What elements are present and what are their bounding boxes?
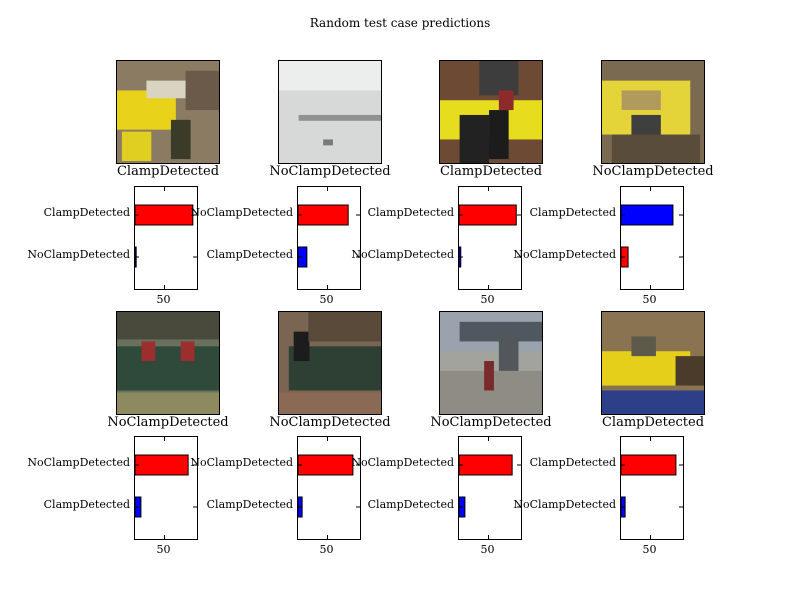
image-true-label: NoClampDetected bbox=[107, 415, 229, 430]
prediction-bar bbox=[298, 246, 308, 268]
figure-title: Random test case predictions bbox=[309, 16, 491, 30]
prediction-bar bbox=[298, 454, 354, 476]
prediction-bar bbox=[621, 454, 677, 476]
x-tick-label: 50 bbox=[480, 293, 495, 306]
probability-bar-axes bbox=[458, 186, 522, 290]
category-label: NoClampDetected bbox=[351, 456, 454, 469]
category-label: ClampDetected bbox=[206, 248, 293, 261]
category-label: ClampDetected bbox=[367, 206, 454, 219]
test-image bbox=[601, 311, 705, 415]
category-label: ClampDetected bbox=[206, 498, 293, 511]
category-label: ClampDetected bbox=[529, 206, 616, 219]
test-image bbox=[116, 311, 220, 415]
prediction-bar bbox=[135, 454, 189, 476]
test-image bbox=[439, 60, 543, 164]
category-label: ClampDetected bbox=[367, 498, 454, 511]
x-tick-label: 50 bbox=[319, 293, 334, 306]
probability-bar-axes bbox=[620, 436, 684, 540]
prediction-bar bbox=[621, 204, 674, 226]
probability-bar-axes bbox=[297, 186, 361, 290]
image-true-label: ClampDetected bbox=[116, 164, 220, 179]
category-label: NoClampDetected bbox=[351, 248, 454, 261]
image-true-label: ClampDetected bbox=[439, 164, 543, 179]
probability-bar-axes bbox=[458, 436, 522, 540]
prediction-bar bbox=[135, 204, 194, 226]
image-true-label: NoClampDetected bbox=[592, 164, 714, 179]
image-true-label: NoClampDetected bbox=[430, 415, 552, 430]
probability-bar-axes bbox=[134, 436, 198, 540]
category-label: NoClampDetected bbox=[27, 456, 130, 469]
category-label: NoClampDetected bbox=[513, 248, 616, 261]
x-tick-label: 50 bbox=[156, 293, 171, 306]
probability-bar-axes bbox=[134, 186, 198, 290]
x-tick-label: 50 bbox=[480, 543, 495, 556]
image-true-label: NoClampDetected bbox=[269, 415, 391, 430]
test-image bbox=[116, 60, 220, 164]
x-tick-label: 50 bbox=[156, 543, 171, 556]
prediction-bar bbox=[298, 204, 349, 226]
test-image bbox=[601, 60, 705, 164]
category-label: NoClampDetected bbox=[190, 456, 293, 469]
test-image bbox=[278, 60, 382, 164]
probability-bar-axes bbox=[297, 436, 361, 540]
image-true-label: ClampDetected bbox=[601, 415, 705, 430]
probability-bar-axes bbox=[620, 186, 684, 290]
category-label: NoClampDetected bbox=[190, 206, 293, 219]
category-label: ClampDetected bbox=[43, 498, 130, 511]
category-label: ClampDetected bbox=[529, 456, 616, 469]
prediction-bar bbox=[459, 454, 513, 476]
category-label: NoClampDetected bbox=[27, 248, 130, 261]
x-tick-label: 50 bbox=[642, 543, 657, 556]
image-true-label: NoClampDetected bbox=[269, 164, 391, 179]
category-label: NoClampDetected bbox=[513, 498, 616, 511]
test-image bbox=[439, 311, 543, 415]
x-tick-label: 50 bbox=[319, 543, 334, 556]
category-label: ClampDetected bbox=[43, 206, 130, 219]
prediction-bar bbox=[459, 204, 517, 226]
test-image bbox=[278, 311, 382, 415]
x-tick-label: 50 bbox=[642, 293, 657, 306]
